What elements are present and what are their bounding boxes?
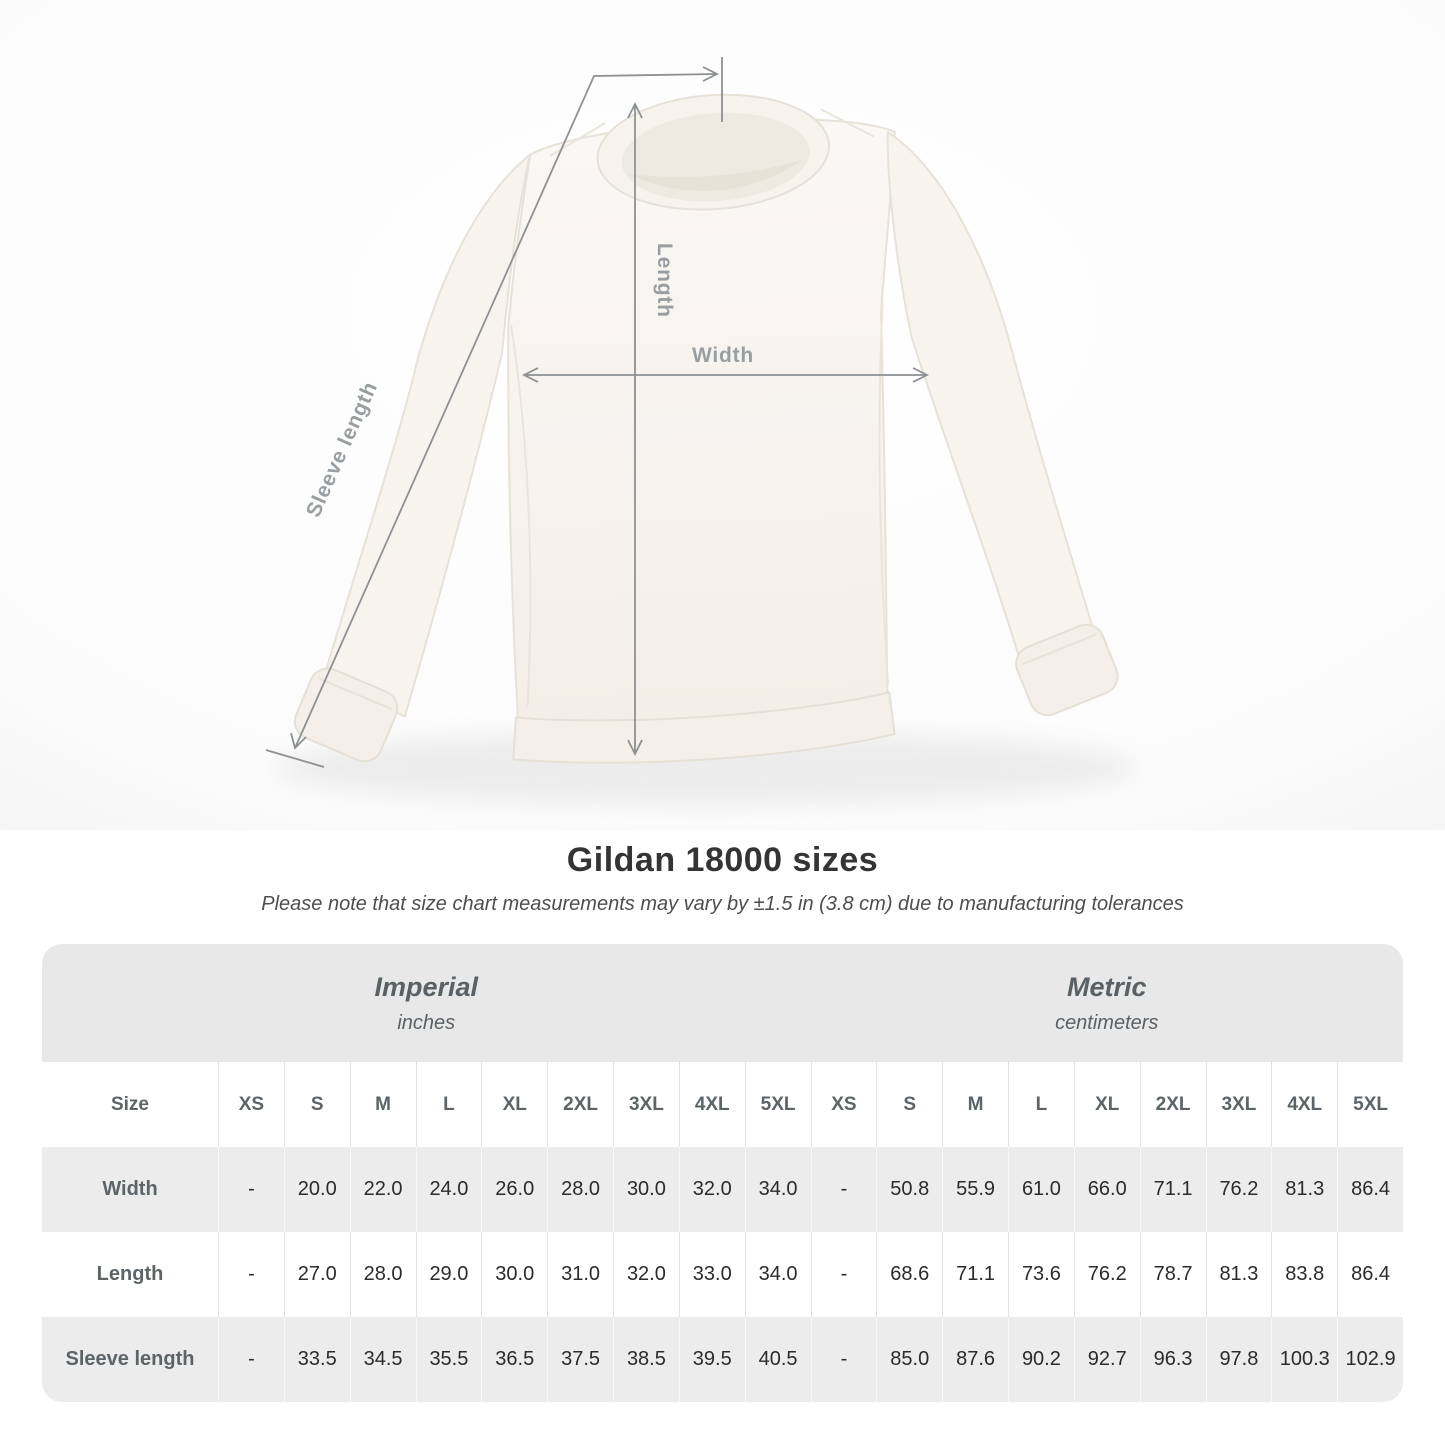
collar [596,93,831,211]
size-value-cell: 86.4 [1337,1232,1403,1317]
size-value-cell: 36.5 [481,1317,548,1402]
size-chart-table: Imperial inches Metric centimeters Size X… [42,944,1403,1402]
size-value-cell: 27.0 [283,1232,350,1317]
metric-unit: centimeters [1055,1011,1159,1034]
size-value-cell: 39.5 [678,1317,745,1402]
size-value-cell: 33.5 [283,1317,350,1402]
size-value-cell: 76.2 [1205,1147,1272,1232]
size-value-cell: 71.1 [942,1232,1008,1317]
size-grid: Size XS S M L XL 2XL 3XL 4XL 5XL XS S M L XL 2XL 3XL 4XL 5… [42,1062,1403,1402]
size-col-header: XS [810,1062,877,1147]
size-value-cell: 34.0 [744,1147,811,1232]
size-col-header: XL [481,1062,548,1147]
garment-shadow [275,732,1135,804]
size-value-cell: 81.3 [1205,1232,1272,1317]
size-value-cell: 86.4 [1337,1147,1403,1232]
size-value-cell: 28.0 [349,1232,416,1317]
size-value-cell: - [218,1317,284,1402]
product-photo: Sleeve length Length Width [0,0,1445,830]
size-value-cell: - [810,1317,877,1402]
metric-title: Metric [1066,971,1147,1002]
size-value-cell: 32.0 [678,1147,745,1232]
size-value-cell: 37.5 [547,1317,613,1402]
size-col-header: XL [1073,1062,1140,1147]
size-col-header: L [415,1062,482,1147]
width-label: Width [692,344,754,367]
size-col-header: S [283,1062,350,1147]
size-value-cell: 34.5 [349,1317,416,1402]
size-value-cell: 26.0 [481,1147,548,1232]
size-value-cell: 22.0 [349,1147,416,1232]
size-value-cell: - [810,1147,877,1232]
width-arrow [521,367,930,383]
size-value-cell: 20.0 [283,1147,350,1232]
size-value-cell: 87.6 [942,1317,1008,1402]
size-value-cell: 29.0 [415,1232,482,1317]
size-value-cell: 35.5 [415,1317,482,1402]
chart-title: Gildan 18000 sizes [566,841,879,879]
row-label: Length [42,1232,218,1317]
size-col-header: M [349,1062,416,1147]
size-value-cell: - [218,1147,284,1232]
size-col-header: 5XL [1337,1062,1403,1147]
right-cuff [1015,623,1119,717]
size-value-cell: 28.0 [547,1147,613,1232]
size-col-header: 4XL [1271,1062,1338,1147]
size-value-cell: 81.3 [1271,1147,1338,1232]
hem-band [512,691,896,764]
size-value-cell: 61.0 [1008,1147,1074,1232]
size-value-cell: 102.9 [1337,1317,1403,1402]
row-label: Width [42,1147,218,1232]
size-value-cell: 100.3 [1271,1317,1338,1402]
size-value-cell: 97.8 [1205,1317,1272,1402]
size-col-header: 3XL [1205,1062,1272,1147]
size-value-cell: 92.7 [1073,1317,1140,1402]
size-value-cell: 96.3 [1139,1317,1206,1402]
size-value-cell: 83.8 [1271,1232,1338,1317]
size-col-header: S [876,1062,943,1147]
size-value-cell: 24.0 [415,1147,482,1232]
length-arrow [627,101,643,757]
sleeve-length-arrow [265,57,723,768]
size-column-header: Size [42,1062,218,1147]
size-value-cell: 50.8 [876,1147,943,1232]
size-value-cell: 55.9 [942,1147,1008,1232]
size-value-cell: 66.0 [1073,1147,1140,1232]
size-col-header: M [942,1062,1008,1147]
size-col-header: XS [218,1062,284,1147]
length-label: Length [653,243,676,318]
unit-band: Imperial inches Metric centimeters [42,944,1403,1062]
size-col-header: 4XL [678,1062,745,1147]
metric-header: Metric centimeters [811,944,1404,1062]
size-value-cell: 76.2 [1073,1232,1140,1317]
size-col-header: 2XL [1139,1062,1206,1147]
size-value-cell: 85.0 [876,1317,943,1402]
imperial-title: Imperial [374,971,479,1002]
size-value-cell: 73.6 [1008,1232,1074,1317]
size-value-cell: 32.0 [613,1232,679,1317]
row-label: Sleeve length [42,1317,218,1402]
size-col-header: 3XL [613,1062,679,1147]
size-value-cell: 40.5 [744,1317,811,1402]
size-value-cell: - [810,1232,877,1317]
imperial-unit: inches [397,1011,456,1034]
size-value-cell: 34.0 [744,1232,811,1317]
size-col-header: 5XL [744,1062,811,1147]
size-value-cell: 78.7 [1139,1232,1206,1317]
size-value-cell: 30.0 [481,1232,548,1317]
size-value-cell: 31.0 [547,1232,613,1317]
size-value-cell: - [218,1232,284,1317]
size-value-cell: 71.1 [1139,1147,1206,1232]
size-col-header: L [1008,1062,1074,1147]
size-value-cell: 90.2 [1008,1317,1074,1402]
imperial-header: Imperial inches [42,944,811,1062]
tolerance-note: Please note that size chart measurements… [261,893,1184,915]
size-value-cell: 68.6 [876,1232,943,1317]
size-value-cell: 38.5 [613,1317,679,1402]
size-value-cell: 30.0 [613,1147,679,1232]
size-value-cell: 33.0 [678,1232,745,1317]
size-col-header: 2XL [547,1062,613,1147]
